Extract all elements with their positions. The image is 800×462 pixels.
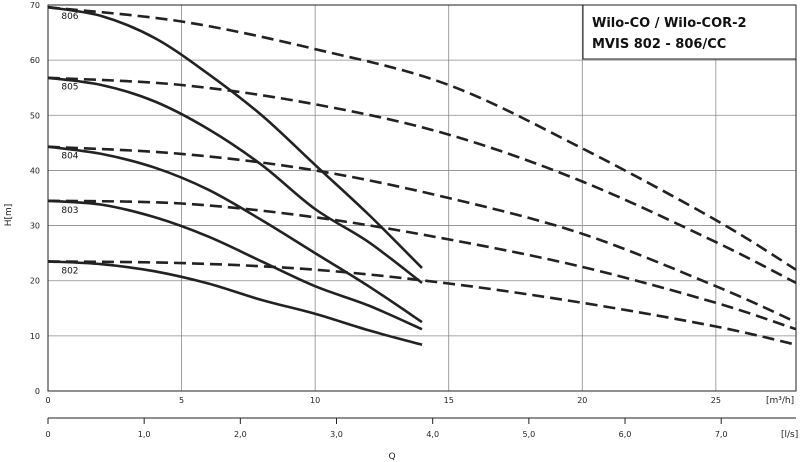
title-line-2: MVIS 802 - 806/CC <box>592 37 726 52</box>
secondary-tick-label: 7,0 <box>715 430 728 439</box>
curve-802-solid <box>47 260 423 346</box>
title-box-frame <box>582 4 797 60</box>
curve-806-solid <box>47 5 423 269</box>
curve-label-806: 806 <box>61 12 78 22</box>
curve-803-solid <box>47 199 423 331</box>
curve-803-dashed <box>47 199 797 331</box>
x-axis-unit-main: [m³/h] <box>766 396 794 406</box>
x-axis-unit-secondary: [l/s] <box>781 430 798 440</box>
y-tick-label: 20 <box>30 277 40 286</box>
curve-805-solid <box>47 76 423 284</box>
secondary-tick-label: 0 <box>45 430 50 439</box>
y-tick-label: 10 <box>30 332 40 341</box>
x-tick-label: 0 <box>45 396 50 405</box>
x-tick-label: 20 <box>577 396 587 405</box>
y-tick-label: 0 <box>35 387 40 396</box>
curve-label-803: 803 <box>61 206 78 216</box>
grid-lines <box>48 5 796 391</box>
title-line-1: Wilo-CO / Wilo-COR-2 <box>592 16 747 31</box>
title-box: Wilo-CO / Wilo-COR-2 MVIS 802 - 806/CC <box>582 4 797 60</box>
curve-805-dashed <box>47 76 797 285</box>
secondary-tick-label: 4,0 <box>426 430 439 439</box>
y-tick-label: 70 <box>30 1 40 10</box>
x-tick-label: 25 <box>711 396 721 405</box>
curve-label-805: 805 <box>61 82 78 92</box>
y-axis-title: H[m] <box>4 204 14 227</box>
secondary-tick-label: 5,0 <box>522 430 535 439</box>
curve-802-dashed <box>47 260 797 346</box>
x-tick-label: 5 <box>179 396 184 405</box>
x-tick-label: 10 <box>310 396 320 405</box>
curve-804-dashed <box>47 145 797 324</box>
x-tick-label: 15 <box>444 396 454 405</box>
plot-frame <box>47 4 797 392</box>
y-tick-label: 40 <box>30 166 40 175</box>
secondary-tick-label: 3,0 <box>330 430 343 439</box>
y-tick-label: 50 <box>30 111 40 120</box>
x-axis-title: Q <box>388 452 395 462</box>
x-axis-main: 0 5 10 15 20 25 <box>45 396 720 405</box>
y-tick-label: 60 <box>30 56 40 65</box>
curve-804-solid <box>47 145 423 324</box>
curve-806-dashed <box>47 5 797 271</box>
secondary-tick-label: 2,0 <box>234 430 247 439</box>
curve-label-804: 804 <box>61 151 78 161</box>
curve-labels: 806 805 804 803 802 <box>61 12 78 277</box>
x-axis-secondary: 0 1,0 2,0 3,0 4,0 5,0 6,0 7,0 <box>45 418 728 439</box>
curve-label-802: 802 <box>61 267 78 277</box>
y-axis: 0 10 20 30 40 50 60 70 <box>30 1 40 396</box>
secondary-tick-label: 6,0 <box>619 430 632 439</box>
y-tick-label: 30 <box>30 222 40 231</box>
secondary-tick-label: 1,0 <box>138 430 151 439</box>
curves <box>47 5 797 346</box>
